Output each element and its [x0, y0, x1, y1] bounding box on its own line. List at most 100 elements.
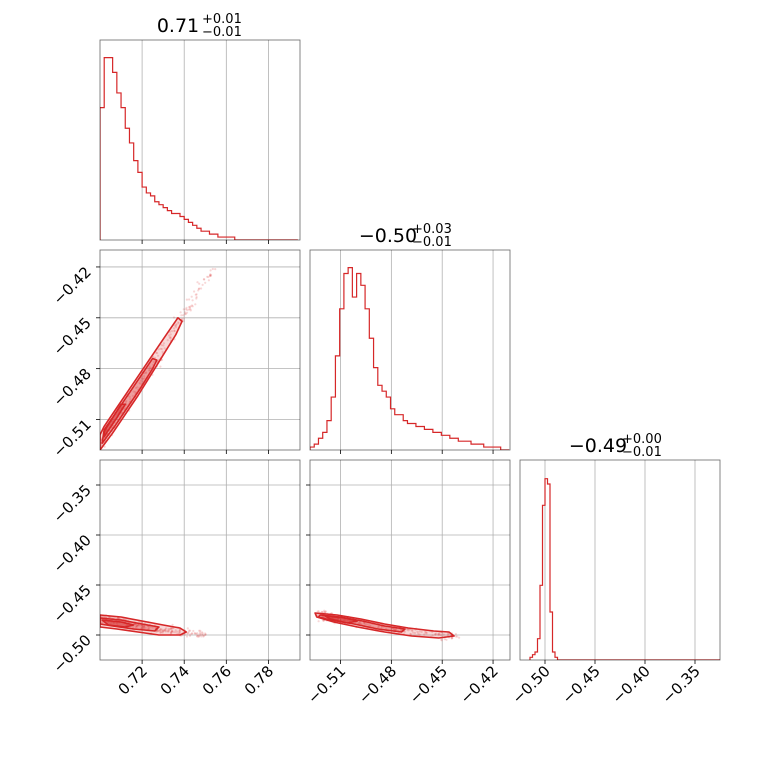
sample-point	[98, 620, 100, 622]
sample-point	[139, 382, 142, 385]
sample-point	[409, 633, 412, 636]
sample-point	[377, 625, 381, 628]
sample-point	[182, 319, 185, 323]
sample-point	[142, 624, 145, 627]
sample-point	[172, 630, 175, 634]
density-contour-3	[324, 615, 359, 624]
sample-point	[409, 632, 412, 636]
sample-point	[108, 616, 111, 619]
sample-point	[209, 269, 212, 272]
sample-point	[204, 281, 207, 284]
sample-point	[440, 639, 443, 642]
sample-point	[161, 630, 164, 633]
sample-point	[159, 365, 162, 368]
sample-point	[175, 326, 178, 329]
sample-point	[162, 344, 165, 347]
sample-point	[135, 626, 138, 629]
sample-point	[454, 632, 457, 636]
sample-point	[189, 633, 192, 636]
density-contour-2	[101, 357, 158, 445]
sample-point	[160, 344, 163, 347]
sample-point	[356, 622, 360, 625]
sample-point	[418, 630, 421, 633]
sample-point	[145, 371, 148, 374]
sample-point	[166, 629, 169, 633]
sample-point	[161, 350, 164, 353]
sample-point	[434, 633, 437, 636]
sample-point	[196, 635, 199, 638]
sample-point	[162, 342, 165, 345]
sample-point	[178, 631, 181, 634]
sample-point	[193, 632, 196, 635]
sample-point	[403, 630, 406, 634]
sample-point	[324, 610, 327, 613]
sample-point	[405, 628, 409, 631]
sample-point	[201, 632, 204, 635]
sample-point	[446, 633, 450, 636]
sample-point	[190, 295, 193, 298]
sample-point	[425, 631, 428, 634]
sample-point	[208, 274, 212, 277]
grid-lines-1-0	[100, 250, 300, 450]
density-contour-3	[101, 619, 135, 628]
sample-point	[196, 281, 199, 284]
y-tick-label: −0.40	[50, 531, 95, 576]
sample-point	[159, 627, 162, 631]
sample-point	[163, 347, 166, 350]
sample-point	[198, 629, 201, 632]
sample-point	[202, 278, 205, 281]
sample-point	[192, 629, 195, 633]
sample-point	[407, 629, 410, 632]
sample-point	[180, 317, 184, 320]
sample-point	[108, 616, 111, 619]
sample-point	[162, 629, 166, 632]
sample-point	[406, 628, 409, 631]
sample-point	[417, 632, 420, 635]
sample-point	[209, 273, 212, 276]
sample-point	[189, 629, 192, 632]
sample-point	[141, 626, 144, 629]
sample-point	[158, 630, 161, 633]
sample-point	[138, 381, 141, 384]
sample-point	[121, 411, 124, 414]
sample-point	[184, 312, 187, 315]
sample-point	[324, 610, 327, 614]
y-tick-label: −0.48	[50, 365, 95, 410]
sample-point	[164, 630, 167, 633]
sample-point	[173, 329, 176, 333]
sample-point	[174, 629, 177, 632]
param-title-upper-1: +0.03	[412, 222, 452, 237]
sample-point	[103, 445, 106, 448]
sample-point	[200, 635, 203, 638]
sample-point	[135, 624, 138, 627]
sample-point	[359, 621, 362, 624]
sample-point	[420, 630, 423, 634]
x-tick-label: −0.45	[559, 662, 604, 707]
param-title-upper-0: +0.01	[202, 12, 242, 27]
sample-point	[458, 636, 461, 639]
sample-point	[366, 623, 369, 626]
sample-point	[416, 630, 419, 633]
sample-point	[199, 631, 202, 634]
sample-point	[95, 615, 97, 617]
sample-point	[147, 369, 151, 372]
sample-point	[357, 622, 360, 625]
x-tick-label: 0.76	[199, 662, 235, 698]
sample-point	[144, 372, 147, 375]
sample-point	[148, 365, 151, 368]
axes-frame-2-2	[519, 459, 721, 661]
y-tick-label: −0.35	[50, 481, 95, 526]
param-title-lower-2: −0.01	[622, 445, 662, 460]
sample-point	[191, 299, 194, 302]
sample-point	[125, 404, 128, 407]
sample-point	[195, 632, 198, 636]
sample-point	[162, 629, 165, 632]
sample-point	[167, 334, 171, 337]
sample-point	[188, 629, 191, 632]
sample-point	[204, 633, 207, 636]
sample-point	[189, 305, 192, 308]
sample-point	[358, 622, 361, 625]
sample-point	[179, 311, 182, 314]
sample-point	[198, 632, 201, 635]
x-tick-label: 0.78	[241, 662, 277, 698]
